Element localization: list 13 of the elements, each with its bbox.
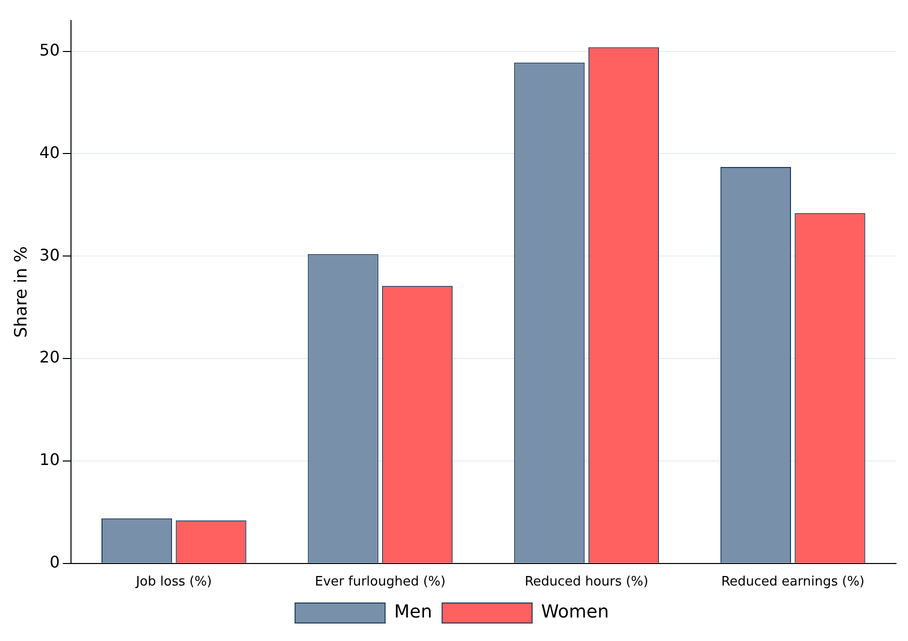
y-tick-label: 20 [39, 348, 60, 367]
y-tick-label: 30 [39, 245, 60, 264]
x-tick-label: Ever furloughed (%) [314, 574, 446, 590]
legend-label: Women [541, 602, 609, 623]
x-tick-label: Reduced hours (%) [524, 574, 648, 590]
y-tick-label: 40 [39, 142, 60, 162]
y-tick-label: 0 [50, 552, 60, 572]
x-tick-label: Reduced earnings (%) [721, 574, 864, 590]
y-tick-label: 50 [39, 40, 60, 60]
y-tick-label: 10 [39, 450, 60, 470]
x-tick-label: Job loss (%) [134, 574, 212, 590]
legend-label: Men [394, 602, 432, 623]
y-axis-title: Share in % [12, 246, 32, 338]
